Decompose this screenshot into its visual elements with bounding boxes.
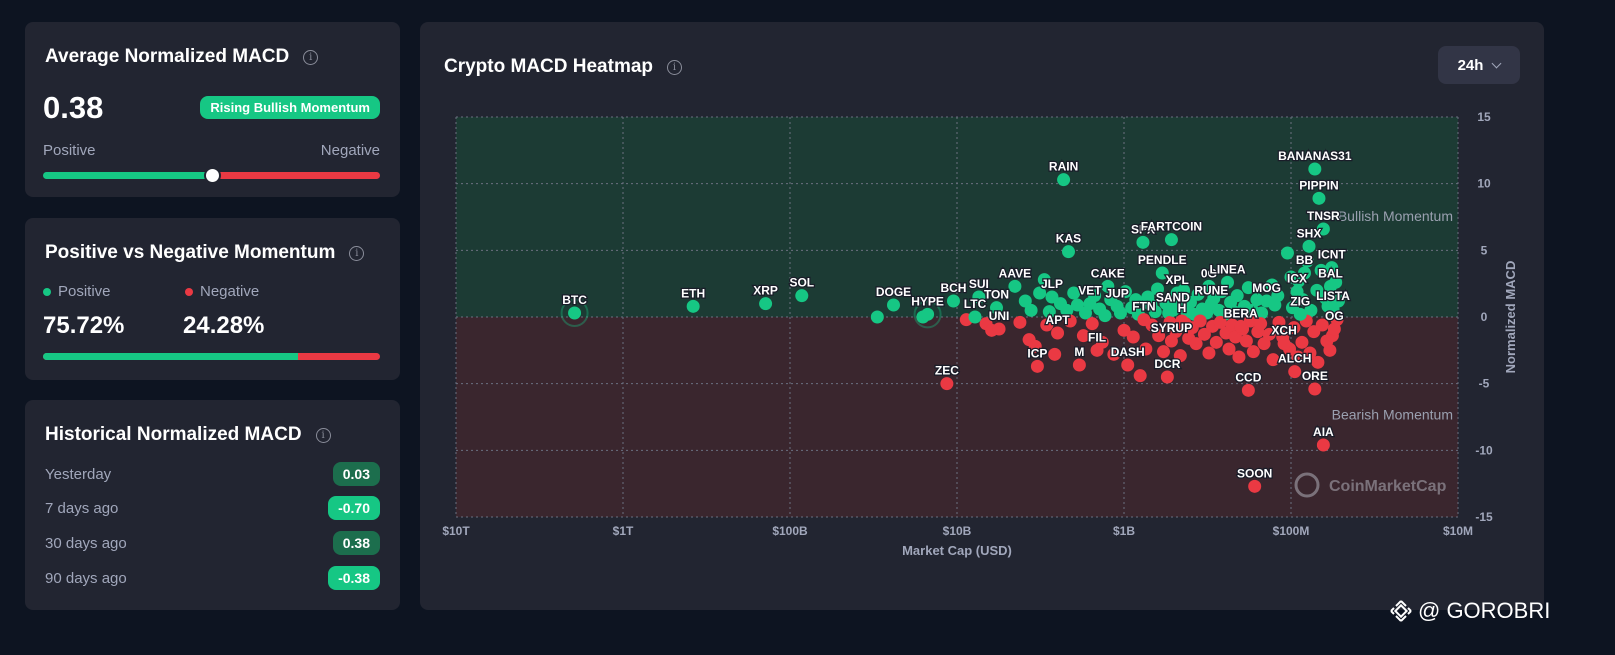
gauge-indicator-knob bbox=[203, 167, 221, 184]
history-row-7-days: 7 days ago -0.70 bbox=[45, 495, 380, 521]
average-macd-title: Average Normalized MACD bbox=[45, 46, 290, 67]
macd-heatmap-card bbox=[420, 22, 1544, 610]
history-label: 7 days ago bbox=[45, 499, 119, 517]
average-macd-card: Average Normalized MACD i 0.38 Rising Bu… bbox=[25, 22, 400, 197]
momentum-split-card: Positive vs Negative Momentum i Positive… bbox=[25, 218, 400, 380]
info-icon[interactable]: i bbox=[349, 245, 365, 261]
positive-legend: Positive bbox=[43, 283, 111, 300]
average-macd-value: 0.38 bbox=[43, 90, 104, 125]
heatmap-title: Crypto MACD Heatmap bbox=[444, 56, 654, 77]
average-macd-gauge bbox=[43, 167, 380, 184]
history-row-90-days: 90 days ago -0.38 bbox=[45, 565, 380, 591]
momentum-split-title-row: Positive vs Negative Momentum i bbox=[45, 242, 365, 264]
negative-legend: Negative bbox=[185, 283, 259, 300]
author-signature: @ GOROBRI bbox=[1418, 598, 1551, 623]
gauge-negative-segment bbox=[211, 172, 380, 179]
info-icon[interactable]: i bbox=[667, 59, 683, 75]
history-label: Yesterday bbox=[45, 465, 112, 483]
negative-dot-icon bbox=[185, 287, 193, 296]
history-label: 30 days ago bbox=[45, 534, 127, 552]
negative-legend-label: Negative bbox=[200, 283, 260, 300]
negative-percentage: 24.28% bbox=[183, 312, 265, 339]
historical-macd-title: Historical Normalized MACD bbox=[45, 424, 302, 445]
author-watermark: @ GOROBRI bbox=[1390, 598, 1550, 624]
history-value-badge: 0.38 bbox=[332, 531, 380, 555]
binance-logo-icon bbox=[1390, 600, 1412, 622]
history-value-badge: -0.70 bbox=[328, 496, 380, 520]
history-row-30-days: 30 days ago 0.38 bbox=[45, 530, 380, 556]
history-value-badge: -0.38 bbox=[328, 566, 380, 590]
info-icon[interactable]: i bbox=[303, 49, 319, 65]
timeframe-value: 24h bbox=[1457, 56, 1484, 74]
historical-macd-card: Historical Normalized MACD i Yesterday 0… bbox=[25, 400, 400, 610]
negative-scale-label: Negative bbox=[320, 142, 380, 159]
timeframe-select[interactable]: 24h bbox=[1438, 46, 1520, 84]
momentum-split-bar bbox=[43, 353, 380, 360]
positive-percentage: 75.72% bbox=[43, 312, 125, 339]
positive-scale-label: Positive bbox=[43, 142, 96, 159]
heatmap-title-row: Crypto MACD Heatmap i bbox=[444, 56, 683, 78]
info-icon[interactable]: i bbox=[315, 427, 331, 443]
momentum-split-title: Positive vs Negative Momentum bbox=[45, 242, 336, 263]
momentum-positive-segment bbox=[43, 353, 299, 360]
history-value-badge: 0.03 bbox=[332, 462, 380, 486]
history-label: 90 days ago bbox=[45, 569, 127, 587]
average-macd-title-row: Average Normalized MACD i bbox=[45, 46, 319, 68]
chevron-down-icon bbox=[1491, 58, 1502, 68]
gauge-positive-segment bbox=[43, 172, 212, 179]
positive-legend-label: Positive bbox=[58, 283, 111, 300]
historical-macd-title-row: Historical Normalized MACD i bbox=[45, 424, 331, 446]
history-row-yesterday: Yesterday 0.03 bbox=[45, 461, 380, 487]
momentum-status-badge: Rising Bullish Momentum bbox=[200, 96, 380, 119]
positive-dot-icon bbox=[43, 287, 51, 296]
